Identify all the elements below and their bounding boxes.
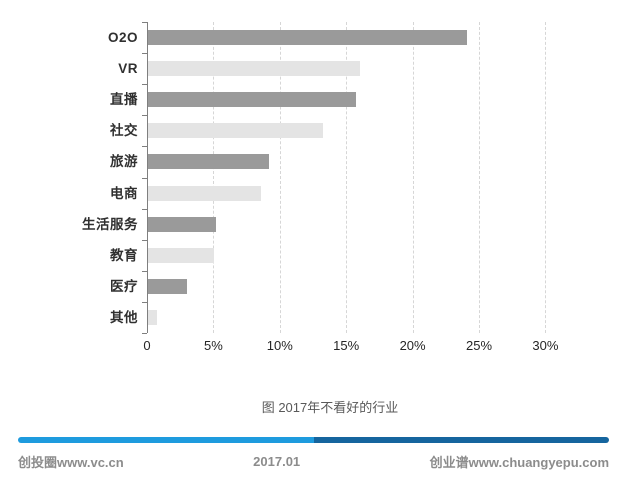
gridline [213, 22, 215, 333]
bar [148, 185, 261, 201]
category-label: O2O [107, 30, 138, 45]
bar [148, 278, 187, 294]
footer-divider [18, 437, 609, 443]
chart-caption: 图 2017年不看好的行业 [261, 400, 399, 415]
y-axis-tick [142, 333, 147, 334]
y-axis-tick [142, 240, 147, 241]
bar [148, 123, 324, 139]
y-axis-tick [142, 115, 147, 116]
bar [148, 216, 216, 232]
plot-area [142, 22, 575, 334]
footer: 创投圈www.vc.cn 2017.01 创业谱www.chuangyepu.c… [0, 452, 632, 471]
bar [148, 92, 357, 108]
x-axis-tick-label: 20% [399, 338, 426, 353]
x-axis-tick-label: 10% [266, 338, 293, 353]
gridline [279, 22, 281, 333]
category-label: 其他 [110, 309, 138, 325]
y-axis-tick [142, 146, 147, 147]
y-axis-tick [142, 302, 147, 303]
category-label: 电商 [110, 185, 138, 201]
gridline [545, 22, 547, 333]
footer-divider-left-segment [18, 437, 314, 443]
category-label: 教育 [110, 247, 138, 263]
bar [148, 61, 361, 77]
footer-source-right: 创业谱www.chuangyepu.com [429, 455, 609, 470]
y-axis-line [147, 22, 148, 333]
y-axis-tick [142, 22, 147, 23]
category-label: VR [118, 61, 138, 77]
category-label: 旅游 [110, 154, 138, 170]
category-label: 直播 [110, 92, 138, 108]
footer-divider-right-segment [313, 437, 609, 443]
gridline [346, 22, 348, 333]
y-axis-tick [142, 178, 147, 179]
x-axis-tick-label: 5% [203, 338, 223, 353]
y-axis-tick [142, 271, 147, 272]
bar [148, 247, 215, 263]
gridline [412, 22, 414, 333]
bar [148, 309, 158, 325]
footer-source-left: 创投圈www.vc.cn [18, 455, 124, 470]
category-label: 生活服务 [82, 216, 138, 232]
x-axis-tick-label: 15% [333, 338, 360, 353]
y-axis-tick [142, 53, 147, 54]
y-axis-tick [142, 84, 147, 85]
category-label: 社交 [110, 123, 138, 139]
y-axis-tick [142, 209, 147, 210]
category-label: 医疗 [110, 278, 138, 294]
footer-date: 2017.01 [253, 454, 301, 469]
bar [148, 30, 467, 45]
bar [148, 154, 269, 170]
x-axis-tick-label: 25% [465, 338, 493, 353]
x-axis-tick-label: 30% [532, 338, 559, 353]
x-axis-tick-label: 0 [143, 338, 151, 353]
gridline [479, 22, 480, 333]
